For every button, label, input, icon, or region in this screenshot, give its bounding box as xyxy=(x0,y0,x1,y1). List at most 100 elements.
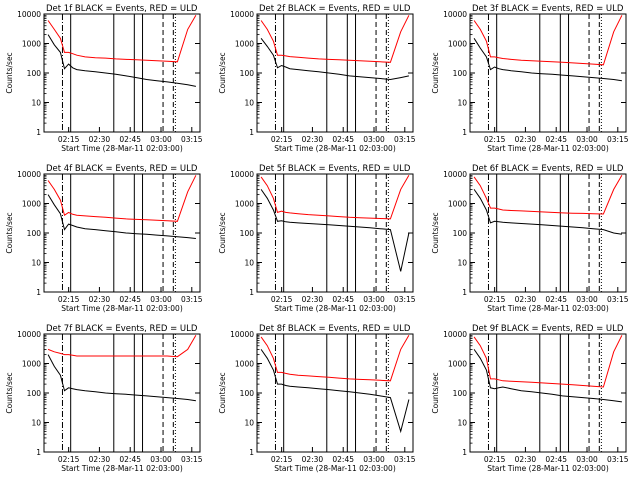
chart-title: Det 3f BLACK = Events, RED = ULD xyxy=(472,4,624,14)
x-tick-label: 02:45 xyxy=(332,295,354,304)
x-axis-label: Start Time (28-Mar-11 02:03:00) xyxy=(61,144,183,153)
y-tick-label: 100 xyxy=(27,229,42,238)
x-tick-label: 03:00 xyxy=(363,455,385,464)
panel-9: Det 9f BLACK = Events, RED = ULD 1 10 100 10… xyxy=(431,324,629,473)
y-tick-label: 10000 xyxy=(17,330,41,339)
y-tick-label: 10 xyxy=(31,419,41,428)
events-series-line xyxy=(47,354,196,402)
y-tick-label: 100 xyxy=(453,69,468,78)
plot-frame xyxy=(469,13,627,133)
chart-title: Det 6f BLACK = Events, RED = ULD xyxy=(472,164,624,174)
uld-series-line xyxy=(260,335,410,382)
y-tick-label: 1 xyxy=(462,448,467,457)
y-tick-label: 1000 xyxy=(235,200,254,209)
x-tick-label: 03:15 xyxy=(394,455,416,464)
x-tick-label: 03:15 xyxy=(607,295,629,304)
x-tick-label: 02:30 xyxy=(302,295,324,304)
x-tick-label: 02:30 xyxy=(515,295,537,304)
uld-series-line xyxy=(473,335,623,388)
x-axis-label: Start Time (28-Mar-11 02:03:00) xyxy=(487,144,609,153)
x-tick-label: 03:00 xyxy=(576,135,598,144)
panel-1: Det 1f BLACK = Events, RED = ULD 1 10 100 10… xyxy=(5,4,203,153)
y-axis-label: Counts/sec xyxy=(5,212,14,253)
uld-series-line xyxy=(260,175,410,220)
chart-title: Det 9f BLACK = Events, RED = ULD xyxy=(472,324,624,334)
chart-title: Det 1f BLACK = Events, RED = ULD xyxy=(46,4,198,14)
y-tick-label: 1 xyxy=(249,448,254,457)
x-tick-label: 03:15 xyxy=(181,455,203,464)
events-series-line xyxy=(473,349,622,403)
chart-title: Det 4f BLACK = Events, RED = ULD xyxy=(46,164,198,174)
chart-title: Det 8f BLACK = Events, RED = ULD xyxy=(259,324,411,334)
y-axis-label: Counts/sec xyxy=(5,372,14,413)
x-tick-label: 03:15 xyxy=(394,295,416,304)
y-tick-label: 1000 xyxy=(22,40,41,49)
plot-frame xyxy=(43,333,201,453)
panel-2: Det 2f BLACK = Events, RED = ULD 1 10 100 10… xyxy=(218,4,416,153)
y-tick-label: 10000 xyxy=(230,170,254,179)
x-tick-label: 02:15 xyxy=(271,135,293,144)
x-tick-label: 02:15 xyxy=(58,135,80,144)
x-tick-label: 02:30 xyxy=(515,455,537,464)
panel-3: Det 3f BLACK = Events, RED = ULD 1 10 100 10… xyxy=(431,4,629,153)
x-tick-label: 02:45 xyxy=(332,455,354,464)
x-axis-label: Start Time (28-Mar-11 02:03:00) xyxy=(274,464,396,473)
y-tick-label: 10000 xyxy=(443,10,467,19)
uld-series-line xyxy=(473,15,623,66)
y-tick-label: 10 xyxy=(244,99,254,108)
x-tick-label: 02:30 xyxy=(515,135,537,144)
uld-series-line xyxy=(47,15,197,63)
y-axis-label: Counts/sec xyxy=(431,372,440,413)
x-tick-label: 02:45 xyxy=(545,295,567,304)
x-axis-label: Start Time (28-Mar-11 02:03:00) xyxy=(274,304,396,313)
events-series-line xyxy=(47,34,197,87)
x-axis-label: Start Time (28-Mar-11 02:03:00) xyxy=(61,304,183,313)
x-tick-label: 02:15 xyxy=(484,135,506,144)
x-tick-label: 03:00 xyxy=(150,135,172,144)
panel-4: Det 4f BLACK = Events, RED = ULD 1 10 100 10… xyxy=(5,164,203,313)
uld-series-line xyxy=(47,335,197,358)
events-series-line xyxy=(473,189,622,235)
x-tick-label: 02:45 xyxy=(119,455,141,464)
y-tick-label: 1000 xyxy=(22,200,41,209)
y-tick-label: 10 xyxy=(31,259,41,268)
y-tick-label: 100 xyxy=(453,229,468,238)
x-tick-label: 02:15 xyxy=(484,295,506,304)
y-axis-label: Counts/sec xyxy=(5,52,14,93)
y-tick-label: 10 xyxy=(457,259,467,268)
y-axis-label: Counts/sec xyxy=(218,52,227,93)
x-tick-label: 02:45 xyxy=(332,135,354,144)
y-axis-label: Counts/sec xyxy=(218,212,227,253)
x-tick-label: 02:30 xyxy=(302,455,324,464)
x-tick-label: 03:00 xyxy=(363,295,385,304)
plot-frame xyxy=(256,333,414,453)
x-axis-label: Start Time (28-Mar-11 02:03:00) xyxy=(61,464,183,473)
x-tick-label: 02:30 xyxy=(89,295,111,304)
y-axis-label: Counts/sec xyxy=(431,52,440,93)
y-tick-label: 100 xyxy=(27,69,42,78)
x-tick-label: 03:15 xyxy=(181,295,203,304)
x-tick-label: 02:15 xyxy=(58,455,80,464)
y-tick-label: 1 xyxy=(462,128,467,137)
x-tick-label: 02:45 xyxy=(119,295,141,304)
x-tick-label: 03:00 xyxy=(576,455,598,464)
x-tick-label: 03:00 xyxy=(363,135,385,144)
plot-frame xyxy=(469,333,627,453)
uld-series-line xyxy=(473,175,623,215)
x-tick-label: 02:15 xyxy=(484,455,506,464)
y-tick-label: 10 xyxy=(457,99,467,108)
plot-frame xyxy=(256,13,414,133)
x-tick-label: 02:30 xyxy=(89,135,111,144)
y-tick-label: 10 xyxy=(244,259,254,268)
y-tick-label: 10000 xyxy=(17,170,41,179)
y-tick-label: 10000 xyxy=(443,330,467,339)
y-tick-label: 10 xyxy=(31,99,41,108)
panel-8: Det 8f BLACK = Events, RED = ULD 1 10 100 10… xyxy=(218,324,416,473)
x-tick-label: 03:15 xyxy=(607,135,629,144)
events-series-line xyxy=(473,38,622,82)
events-series-line xyxy=(47,194,196,239)
events-series-line xyxy=(260,37,410,81)
uld-series-line xyxy=(260,15,410,63)
y-tick-label: 1 xyxy=(249,128,254,137)
